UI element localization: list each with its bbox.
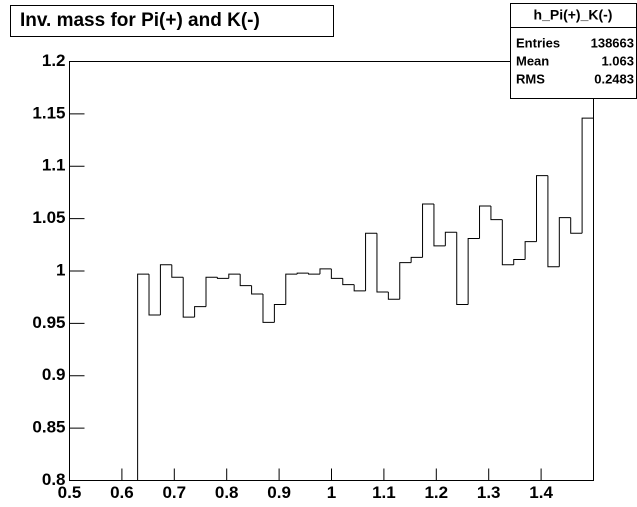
histogram-bin: [330, 268, 343, 279]
stats-title: h_Pi(+)_K(-): [534, 7, 613, 23]
x-tick-label: 1.3: [477, 483, 501, 502]
stats-value: 138663: [591, 35, 634, 50]
histogram-bin: [456, 232, 469, 306]
histogram-bin: [342, 278, 355, 286]
x-tick-label: 0.7: [162, 483, 186, 502]
stats-value: 0.2483: [594, 71, 634, 86]
stats-label: Entries: [516, 35, 560, 50]
histogram-bin: [365, 232, 377, 291]
histogram-bin: [251, 285, 263, 295]
histogram-bin: [205, 276, 218, 307]
stats-label: RMS: [516, 71, 545, 86]
histogram-bin: [285, 273, 298, 305]
x-tick-label: 0.9: [267, 483, 291, 502]
histogram-bin: [581, 117, 594, 234]
histogram-bin: [410, 256, 423, 263]
histogram-bin: [433, 203, 446, 247]
y-tick-label: 1.05: [32, 208, 65, 227]
histogram-bin: [273, 304, 286, 323]
histogram-bin: [353, 284, 366, 292]
histogram-bin: [501, 219, 514, 266]
y-tick-label: 0.85: [32, 418, 65, 437]
histogram-bin: [422, 203, 434, 258]
x-tick-label: 1.4: [529, 483, 553, 502]
histogram-bin: [399, 262, 412, 300]
histogram-bin: [536, 175, 548, 242]
histogram-bin: [228, 273, 241, 279]
histogram-bin: [308, 273, 320, 275]
x-tick-label: 1.2: [424, 483, 448, 502]
chart-title: Inv. mass for Pi(+) and K(-): [20, 10, 260, 31]
histogram-bin: [159, 264, 172, 315]
y-tick-label: 0.9: [42, 365, 66, 384]
histogram-bin: [216, 277, 229, 279]
histogram-bin: [524, 241, 537, 260]
y-tick-label: 0.8: [42, 470, 66, 489]
histogram-bin: [570, 217, 583, 234]
histogram-bin: [194, 306, 207, 318]
histogram-bin: [239, 274, 252, 287]
x-tick-label: 0.6: [110, 483, 134, 502]
y-tick-label: 1.2: [42, 51, 66, 70]
stats-label: Mean: [516, 53, 549, 68]
histogram-bin: [490, 206, 503, 221]
histogram-bin: [262, 294, 275, 323]
histogram-bin: [376, 233, 389, 293]
y-tick-label: 1.1: [42, 156, 66, 175]
histogram-bin: [547, 175, 560, 268]
histogram-bin: [479, 205, 491, 239]
histogram-bin: [467, 238, 480, 305]
x-tick-label: 0.8: [215, 483, 239, 502]
histogram-bin: [387, 291, 400, 300]
histogram-bin: [171, 264, 184, 278]
y-tick-label: 0.95: [32, 313, 65, 332]
histogram-bin: [182, 277, 195, 318]
y-tick-label: 1: [56, 260, 65, 279]
title-box: [10, 5, 334, 37]
y-tick-label: 1.15: [32, 103, 65, 122]
histogram-bin: [319, 268, 332, 275]
stats-box: [510, 3, 637, 99]
x-tick-label: 1: [327, 483, 336, 502]
histogram-bin: [558, 217, 571, 267]
histogram-bin: [148, 274, 161, 316]
x-tick-label: 0.5: [58, 483, 82, 502]
histogram-bin: [296, 272, 309, 275]
histogram-bin: [513, 258, 526, 265]
stats-value: 1.063: [601, 53, 634, 68]
x-tick-label: 1.1: [372, 483, 396, 502]
histogram-bin: [444, 231, 457, 246]
histogram-bin: [137, 273, 150, 481]
